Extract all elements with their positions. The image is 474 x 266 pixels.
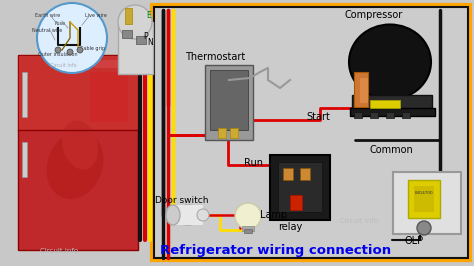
Text: Refrigerator wiring connection: Refrigerator wiring connection	[160, 244, 391, 257]
Bar	[300, 168, 310, 180]
Text: P: P	[143, 32, 147, 41]
Text: Circuit info: Circuit info	[340, 218, 378, 224]
Circle shape	[67, 49, 73, 55]
Bar	[283, 168, 293, 180]
Text: Cable grip: Cable grip	[80, 46, 105, 51]
Bar	[354, 72, 368, 107]
Bar	[244, 229, 252, 233]
Circle shape	[118, 5, 152, 39]
Bar	[290, 195, 302, 210]
Bar	[278, 162, 322, 212]
Bar	[118, 22, 153, 74]
Circle shape	[417, 221, 431, 235]
Bar	[354, 112, 362, 118]
Circle shape	[235, 203, 261, 229]
Bar	[122, 30, 132, 38]
Text: Circuit info: Circuit info	[50, 63, 77, 68]
Bar	[22, 72, 27, 117]
Bar	[90, 72, 128, 122]
Bar	[154, 7, 468, 258]
Text: E: E	[146, 11, 151, 20]
Text: Run: Run	[244, 158, 263, 168]
Circle shape	[77, 47, 83, 53]
Bar	[393, 172, 461, 234]
Bar	[210, 70, 248, 130]
Text: Door switch: Door switch	[155, 196, 209, 205]
Text: relay: relay	[278, 222, 302, 232]
Bar	[218, 128, 226, 138]
Ellipse shape	[46, 131, 103, 199]
Bar	[352, 95, 432, 113]
Bar	[408, 180, 440, 218]
Bar	[360, 78, 368, 103]
Bar	[18, 55, 138, 130]
Bar	[270, 155, 330, 220]
Ellipse shape	[197, 209, 209, 221]
Bar	[350, 108, 435, 116]
Text: Neutral wire: Neutral wire	[32, 28, 62, 33]
Bar	[230, 128, 238, 138]
Bar	[136, 36, 146, 44]
Ellipse shape	[166, 205, 180, 225]
Ellipse shape	[173, 205, 203, 225]
Bar	[370, 112, 378, 118]
Text: LBD4700: LBD4700	[415, 191, 434, 195]
Text: Common: Common	[370, 145, 414, 155]
Ellipse shape	[349, 24, 431, 99]
Text: Live wire: Live wire	[85, 13, 107, 18]
Text: Thermostart: Thermostart	[185, 52, 245, 62]
Text: OLP: OLP	[405, 236, 424, 246]
Bar	[18, 55, 138, 250]
Bar	[402, 112, 410, 118]
Text: Earth wire: Earth wire	[35, 13, 60, 18]
Text: Lamp: Lamp	[260, 210, 287, 220]
Bar	[95, 60, 130, 68]
Text: Compressor: Compressor	[345, 10, 403, 20]
Text: Circuit info: Circuit info	[40, 248, 78, 254]
Text: Fuse: Fuse	[55, 21, 66, 26]
Circle shape	[37, 3, 107, 73]
Bar	[125, 8, 132, 24]
Bar	[242, 226, 254, 231]
Ellipse shape	[62, 120, 98, 169]
Text: N: N	[147, 38, 153, 47]
Bar	[205, 65, 253, 140]
Bar	[414, 186, 434, 212]
Bar	[152, 5, 470, 260]
Circle shape	[55, 47, 61, 53]
Bar	[370, 100, 400, 108]
Bar	[386, 112, 394, 118]
Text: Outer insulation: Outer insulation	[38, 52, 78, 57]
Text: Start: Start	[306, 112, 330, 122]
Bar	[22, 142, 27, 177]
Bar	[173, 205, 203, 225]
